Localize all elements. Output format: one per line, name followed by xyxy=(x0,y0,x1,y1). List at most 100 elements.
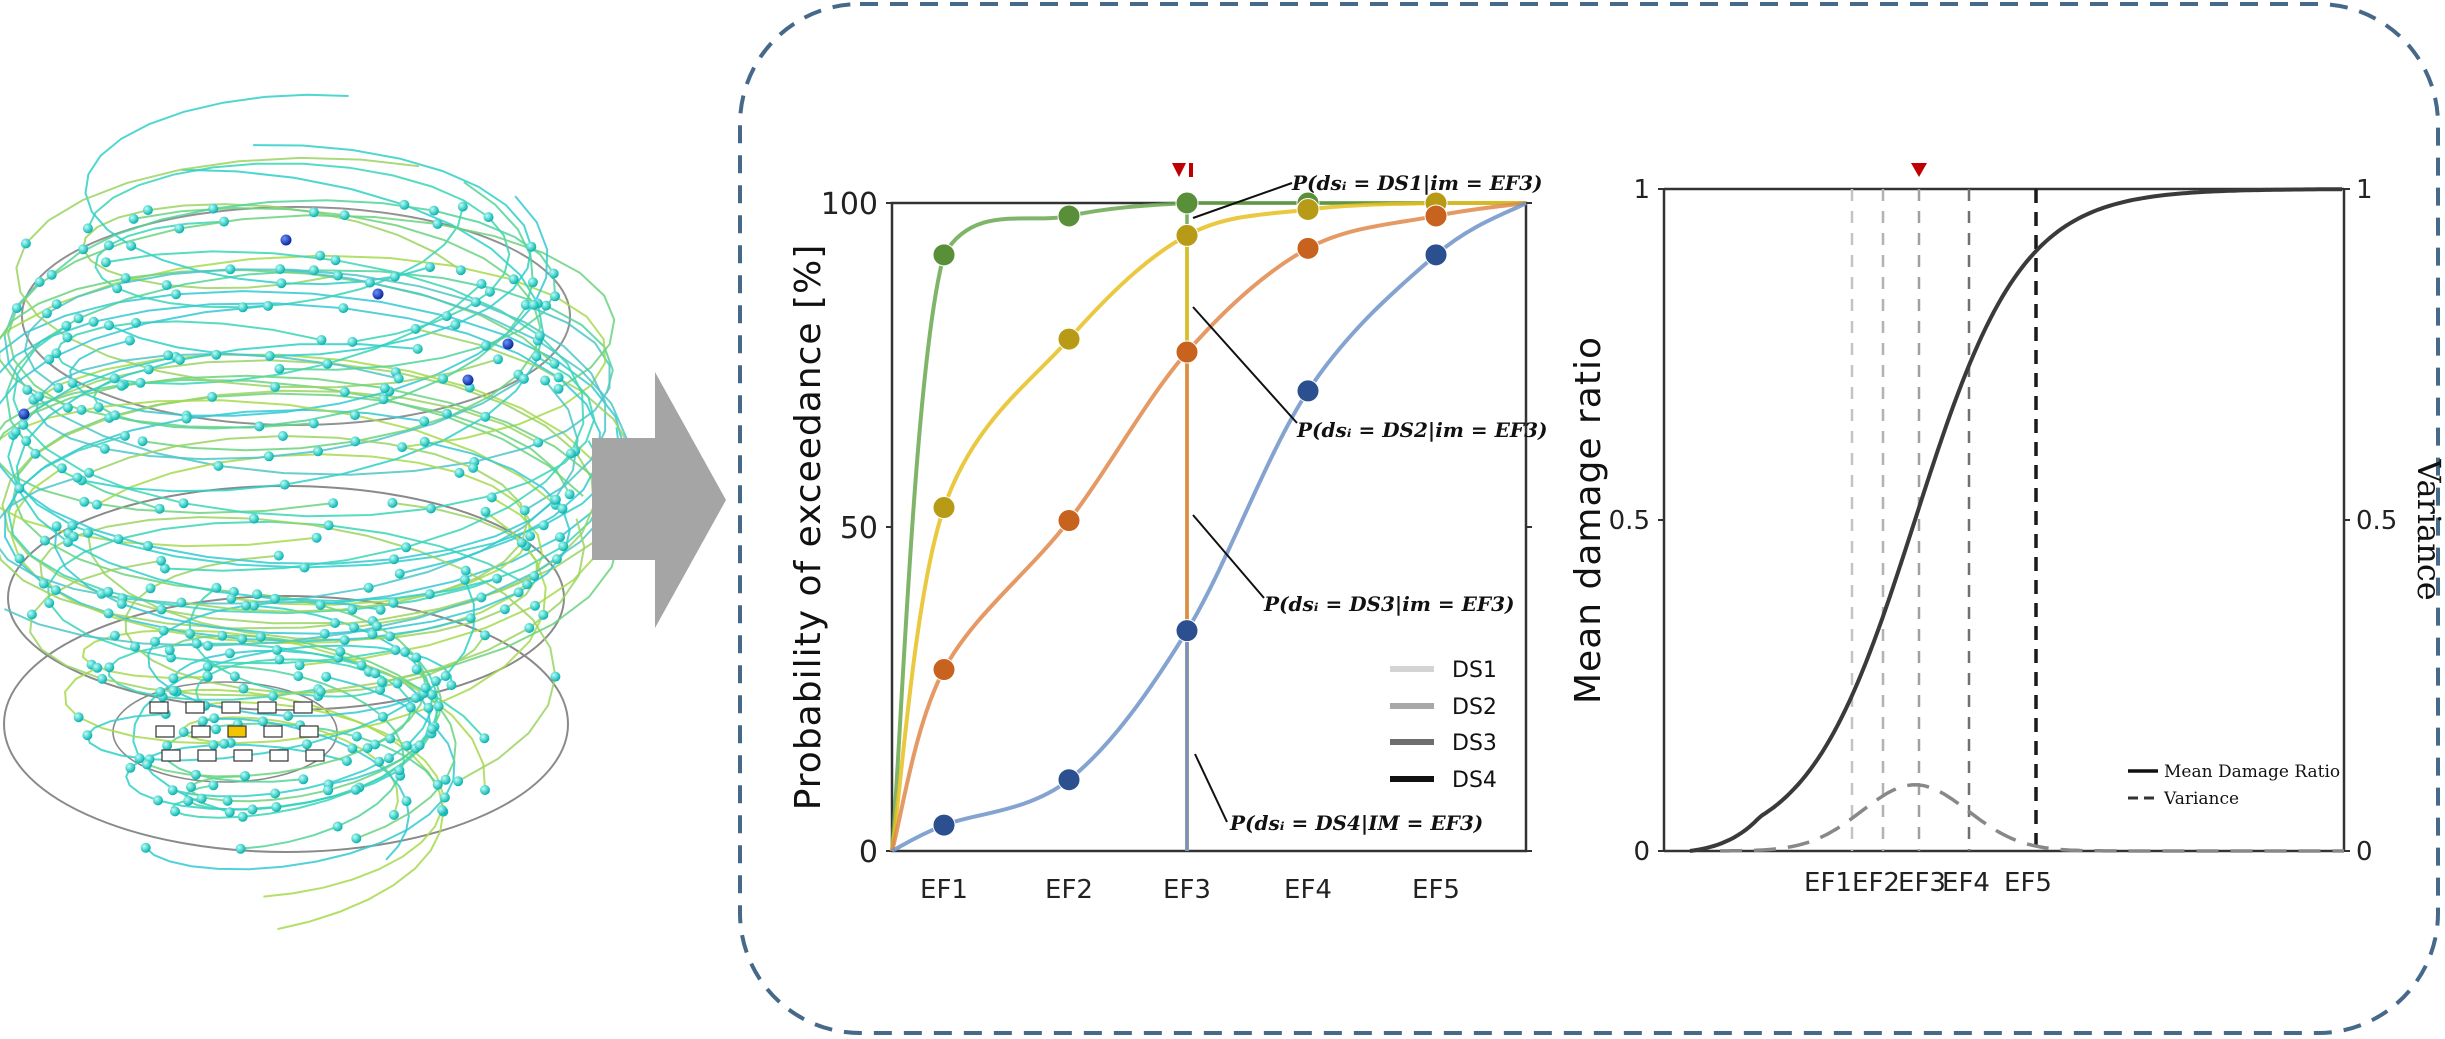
particle xyxy=(330,255,341,266)
particle xyxy=(294,660,305,671)
particle xyxy=(301,739,312,750)
particle xyxy=(315,250,326,261)
particle xyxy=(99,443,110,454)
particle xyxy=(33,391,44,402)
particle xyxy=(103,240,114,251)
building-icon xyxy=(161,749,181,762)
particle xyxy=(384,631,395,642)
particle xyxy=(257,716,268,727)
particle xyxy=(437,805,448,815)
particle xyxy=(56,463,67,474)
particle xyxy=(207,391,218,402)
particle xyxy=(82,730,93,741)
particle xyxy=(311,532,322,543)
particle xyxy=(425,503,436,514)
particle xyxy=(316,335,327,345)
particle xyxy=(211,582,222,593)
particle xyxy=(394,765,405,776)
chart1-ytick-0: 0 xyxy=(859,835,878,870)
particle xyxy=(18,419,29,430)
particle xyxy=(128,213,139,224)
marker-ds3-ef3 xyxy=(1175,340,1199,364)
particle xyxy=(145,583,156,594)
marker-ds3-ef5 xyxy=(1424,204,1448,228)
streamline xyxy=(0,254,607,449)
particle xyxy=(226,593,237,604)
chart1-plot-area xyxy=(890,201,1528,853)
particle-blue xyxy=(372,288,384,300)
chart1-im-marker xyxy=(1172,163,1193,177)
streamline xyxy=(0,378,584,515)
particle xyxy=(116,380,127,391)
particle xyxy=(213,460,224,471)
marker-ds4-ef3 xyxy=(1175,619,1199,643)
particle xyxy=(14,553,25,564)
chart1-y-ticks: 0 50 100 xyxy=(821,187,1532,870)
particle xyxy=(480,630,490,641)
particle xyxy=(519,505,530,516)
particle xyxy=(191,638,202,649)
particle xyxy=(465,613,476,624)
particle xyxy=(38,578,49,589)
marker-ds3-ef2 xyxy=(1057,509,1081,533)
curve-ds1 xyxy=(890,200,1526,852)
particle xyxy=(44,598,55,608)
particle xyxy=(410,323,421,334)
particle xyxy=(155,686,166,697)
particle xyxy=(375,684,386,695)
particle xyxy=(156,555,167,566)
particle xyxy=(263,451,274,462)
streamline xyxy=(84,93,431,286)
particle xyxy=(423,702,434,713)
particle xyxy=(367,629,378,640)
particle xyxy=(268,691,278,702)
particle xyxy=(397,442,408,453)
particle xyxy=(254,421,265,432)
particle xyxy=(476,592,487,603)
particle xyxy=(392,678,403,689)
particle xyxy=(401,542,412,553)
streamline xyxy=(147,600,417,718)
chart2-curves xyxy=(1689,187,2344,853)
particle xyxy=(271,802,282,812)
particle xyxy=(67,520,78,531)
particle xyxy=(293,671,304,682)
particle xyxy=(237,634,248,644)
particle xyxy=(44,354,55,365)
particle xyxy=(538,520,549,531)
streamline xyxy=(146,593,427,778)
particle xyxy=(377,711,388,722)
particle xyxy=(553,383,564,394)
particle xyxy=(350,436,361,447)
particle xyxy=(557,503,568,514)
particle xyxy=(405,702,416,713)
anno-ds2: P(dsᵢ = DS2|im = EF3) xyxy=(1296,418,1547,442)
chart2-y2-axis-title: Variance xyxy=(2410,458,2445,600)
particle xyxy=(125,762,136,773)
particle xyxy=(202,670,213,681)
particle xyxy=(93,402,104,413)
marker-ds4-ef1 xyxy=(932,813,956,837)
particle xyxy=(208,740,219,750)
particle xyxy=(142,759,152,770)
particle xyxy=(78,244,89,255)
tornado-simulation-illustration xyxy=(0,93,636,931)
particle xyxy=(299,562,310,573)
particle xyxy=(453,776,464,787)
building-icon xyxy=(263,725,283,738)
particle xyxy=(103,586,114,597)
particle xyxy=(154,503,165,514)
particle xyxy=(22,384,33,395)
particle-blue xyxy=(280,234,292,246)
particle xyxy=(21,436,32,446)
particle xyxy=(62,332,73,343)
particle xyxy=(323,520,334,531)
particle xyxy=(424,589,435,600)
particle xyxy=(73,313,84,324)
particle xyxy=(410,693,421,703)
particle xyxy=(298,774,309,785)
particle xyxy=(51,299,62,310)
marker-ds3-ef1 xyxy=(932,658,956,682)
particle xyxy=(549,358,560,369)
particle xyxy=(113,534,124,545)
